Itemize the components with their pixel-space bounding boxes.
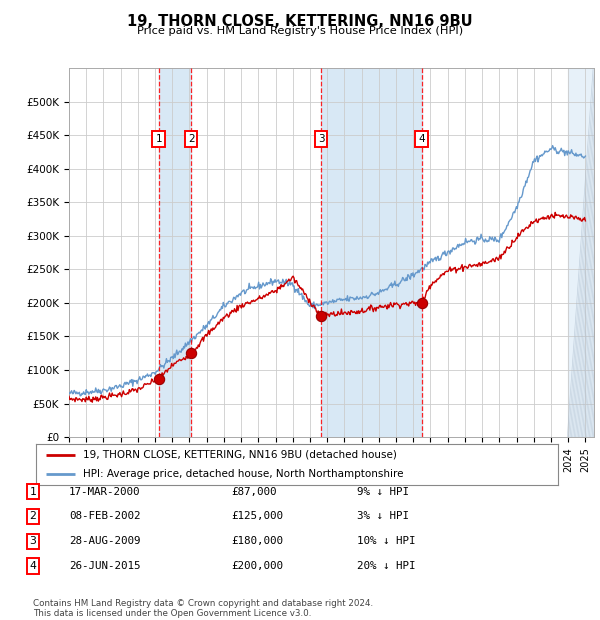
Text: £180,000: £180,000: [231, 536, 283, 546]
Text: 9% ↓ HPI: 9% ↓ HPI: [357, 487, 409, 497]
Text: £87,000: £87,000: [231, 487, 277, 497]
Text: 17-MAR-2000: 17-MAR-2000: [69, 487, 140, 497]
Text: Contains HM Land Registry data © Crown copyright and database right 2024.
This d: Contains HM Land Registry data © Crown c…: [33, 599, 373, 618]
Text: 19, THORN CLOSE, KETTERING, NN16 9BU (detached house): 19, THORN CLOSE, KETTERING, NN16 9BU (de…: [83, 450, 397, 460]
Bar: [321, 68, 422, 437]
Point: [316, 311, 326, 321]
Text: 4: 4: [418, 134, 425, 144]
Text: 1: 1: [29, 487, 37, 497]
Text: 1: 1: [155, 134, 162, 144]
Text: 4: 4: [29, 561, 37, 571]
Text: £125,000: £125,000: [231, 512, 283, 521]
Text: £200,000: £200,000: [231, 561, 283, 571]
Text: 26-JUN-2015: 26-JUN-2015: [69, 561, 140, 571]
Bar: [158, 68, 191, 437]
Text: Price paid vs. HM Land Registry's House Price Index (HPI): Price paid vs. HM Land Registry's House …: [137, 26, 463, 36]
Point: [187, 348, 196, 358]
Text: 3: 3: [318, 134, 325, 144]
Text: 10% ↓ HPI: 10% ↓ HPI: [357, 536, 415, 546]
Text: 2: 2: [29, 512, 37, 521]
Point: [154, 374, 163, 384]
Text: 20% ↓ HPI: 20% ↓ HPI: [357, 561, 415, 571]
Text: 3: 3: [29, 536, 37, 546]
Text: 19, THORN CLOSE, KETTERING, NN16 9BU: 19, THORN CLOSE, KETTERING, NN16 9BU: [127, 14, 473, 29]
Text: HPI: Average price, detached house, North Northamptonshire: HPI: Average price, detached house, Nort…: [83, 469, 403, 479]
Text: 3% ↓ HPI: 3% ↓ HPI: [357, 512, 409, 521]
Text: 08-FEB-2002: 08-FEB-2002: [69, 512, 140, 521]
Point: [417, 298, 427, 308]
Text: 2: 2: [188, 134, 194, 144]
Bar: [568, 68, 594, 437]
Text: 28-AUG-2009: 28-AUG-2009: [69, 536, 140, 546]
